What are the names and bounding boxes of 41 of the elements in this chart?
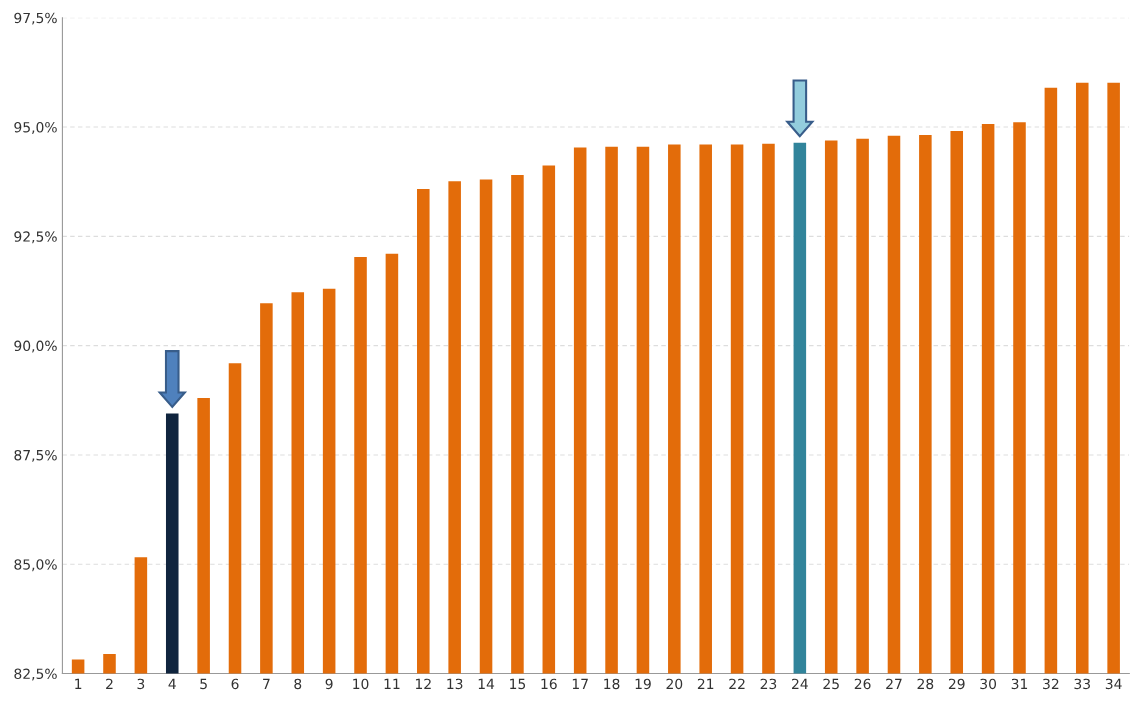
y-tick-label: 90,0% [14,340,57,353]
x-tick-label: 28 [917,678,934,690]
y-tick-label: 85,0% [14,559,57,572]
x-tick-label: 6 [231,678,239,690]
x-tick-label: 33 [1074,678,1090,690]
x-tick-label: 19 [635,678,651,690]
x-tick-label: 26 [854,678,871,690]
x-tick-label: 29 [948,678,965,690]
x-tick-label: 13 [447,678,463,690]
x-tick-label: 9 [325,678,333,690]
x-tick-label: 24 [792,678,808,689]
x-tick-label: 3 [137,678,145,690]
x-tick-label: 8 [294,678,302,690]
x-tick-label: 7 [263,678,270,689]
x-tick-label: 15 [510,678,526,690]
x-tick-label: 17 [572,678,588,689]
x-tick-label: 23 [760,678,777,690]
x-tick-label: 4 [168,678,176,689]
y-tick-label: 82,5% [14,668,57,681]
x-tick-label: 14 [478,678,495,689]
x-tick-label: 5 [200,678,207,690]
x-tick-label: 30 [980,678,997,690]
x-tick-label: 20 [666,678,683,690]
y-tick-label: 95,0% [14,122,57,134]
x-tick-label: 31 [1011,678,1028,690]
x-tick-label: 32 [1043,678,1059,690]
x-tick-label: 18 [604,678,620,690]
x-tick-label: 1 [75,678,82,689]
x-tick-label: 16 [541,678,557,690]
x-tick-label: 27 [886,678,902,689]
x-tick-label: 21 [697,678,714,689]
x-tick-label: 10 [353,678,369,690]
x-tick-label: 22 [729,678,745,689]
x-tick-label: 25 [823,678,839,690]
y-tick-label: 97,5% [14,12,57,25]
y-tick-label: 87,5% [14,449,57,462]
x-tick-label: 11 [384,678,400,689]
x-tick-label: 34 [1105,678,1122,690]
x-tick-label: 12 [415,678,431,689]
x-tick-label: 2 [106,678,113,689]
y-tick-label: 92,5% [14,231,57,244]
